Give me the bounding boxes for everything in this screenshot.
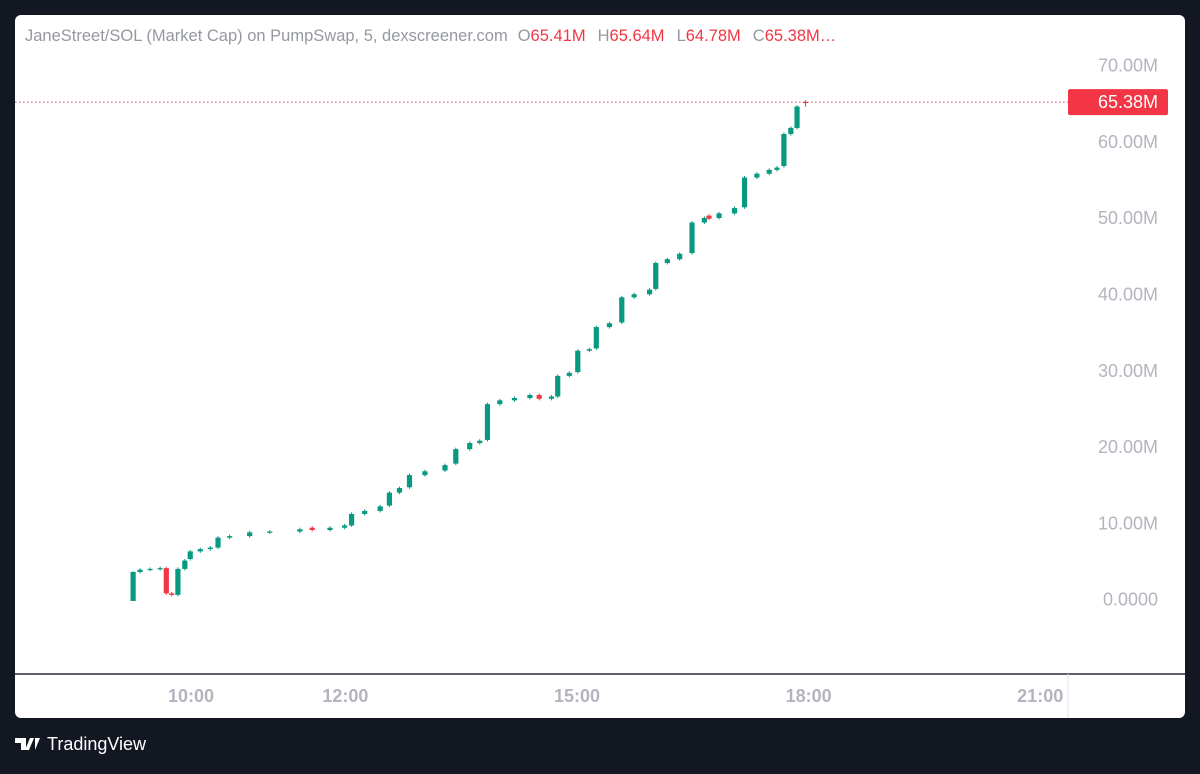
candle-body	[396, 488, 403, 493]
ohlc-value: 65.41M	[531, 27, 586, 45]
y-tick-label: 10.00M	[1098, 513, 1158, 533]
candle-body	[362, 510, 368, 514]
candle-body	[781, 134, 787, 167]
price-axis: 0.0000 10.00M 20.00M 30.00M 40.00M 50.00M 60.0…	[1098, 56, 1158, 610]
candle-body	[677, 253, 683, 260]
candle-body	[741, 177, 748, 208]
candle-body	[163, 568, 169, 594]
ohlc-value: 65.64M	[610, 27, 665, 45]
y-tick-label: 30.00M	[1098, 361, 1158, 381]
header: JaneStreet/SOL (Market Cap) on PumpSwap,…	[25, 27, 836, 45]
y-tick-label: 70.00M	[1098, 56, 1158, 76]
candle-body	[348, 513, 355, 526]
candle-body	[406, 475, 413, 488]
candle-body	[653, 262, 659, 289]
candle-body	[586, 349, 592, 351]
candle-body	[701, 217, 707, 223]
candle-body	[802, 101, 809, 104]
y-tick-label: 40.00M	[1098, 285, 1158, 305]
candle-body	[731, 208, 738, 214]
panel	[15, 15, 1185, 718]
candle-body	[664, 259, 670, 263]
candle-body	[175, 568, 181, 595]
candle-body	[566, 372, 572, 376]
candle-body	[147, 568, 153, 571]
candle-body	[754, 173, 760, 178]
brand-name: TradingView	[47, 734, 147, 754]
candle-body	[631, 294, 637, 298]
candle-body	[297, 529, 303, 532]
candle-body	[689, 222, 695, 254]
candle-body	[484, 404, 491, 440]
candle-body	[247, 532, 253, 537]
candle-body	[157, 568, 163, 570]
brand: TradingView	[15, 734, 147, 754]
candle-body	[207, 547, 213, 550]
chart-title: JaneStreet/SOL (Market Cap) on PumpSwap,…	[25, 27, 508, 45]
plot-area	[130, 100, 809, 601]
y-tick-label: 60.00M	[1098, 132, 1158, 152]
x-tick-label: 21:00	[1017, 686, 1063, 706]
candle-body	[327, 527, 333, 531]
candle-body	[497, 400, 503, 405]
ohlc-value: 64.78M	[686, 27, 741, 45]
candle-body	[182, 560, 188, 569]
candle-body	[794, 106, 800, 128]
candle-body	[536, 394, 542, 399]
candle-body	[130, 571, 136, 601]
candle-body	[187, 551, 193, 560]
candle-body	[169, 593, 175, 595]
candle-body	[453, 449, 459, 464]
last-price-label: 65.38M	[1098, 92, 1158, 112]
candle-body	[442, 465, 448, 471]
candle-body	[766, 169, 772, 174]
candle-body	[137, 569, 143, 572]
candle-body	[342, 525, 348, 528]
candle-body	[788, 127, 794, 135]
ohlc-key: O	[518, 27, 531, 45]
candle-body	[197, 549, 203, 552]
y-tick-label: 0.0000	[1103, 590, 1158, 610]
candle-body	[716, 213, 722, 218]
ohlc-value: 65.38M…	[765, 27, 837, 45]
candle-body	[606, 323, 613, 328]
candle-body	[215, 537, 221, 548]
candle-body	[511, 398, 518, 401]
candle-body	[619, 297, 625, 323]
candle-body	[548, 396, 555, 399]
candle-body	[309, 527, 315, 531]
ohlc-key: C	[753, 27, 765, 45]
x-tick-label: 12:00	[322, 686, 368, 706]
ohlc-key: L	[677, 27, 686, 45]
candle-body	[593, 327, 599, 349]
candle-body	[386, 492, 393, 506]
last-price-badge	[1068, 89, 1168, 116]
x-tick-label: 18:00	[786, 686, 832, 706]
candle-body	[706, 215, 712, 219]
brand-logo	[15, 738, 40, 750]
candle-body	[477, 440, 483, 444]
candle-body	[377, 506, 383, 511]
candle-body	[227, 536, 233, 538]
candle-body	[774, 167, 780, 170]
y-tick-label: 50.00M	[1098, 208, 1158, 228]
candle-body	[555, 375, 561, 397]
ohlc-key: H	[598, 27, 610, 45]
time-axis: 10:00 12:00 15:00 18:00 21:00	[168, 686, 1063, 706]
x-tick-label: 10:00	[168, 686, 214, 706]
candle-body	[575, 350, 581, 373]
candle-body	[467, 443, 473, 450]
candle-body	[646, 289, 653, 295]
candle-body	[267, 531, 273, 533]
candle-body	[422, 471, 428, 476]
x-tick-label: 15:00	[554, 686, 600, 706]
y-tick-label: 20.00M	[1098, 437, 1158, 457]
candle-body	[527, 394, 533, 399]
